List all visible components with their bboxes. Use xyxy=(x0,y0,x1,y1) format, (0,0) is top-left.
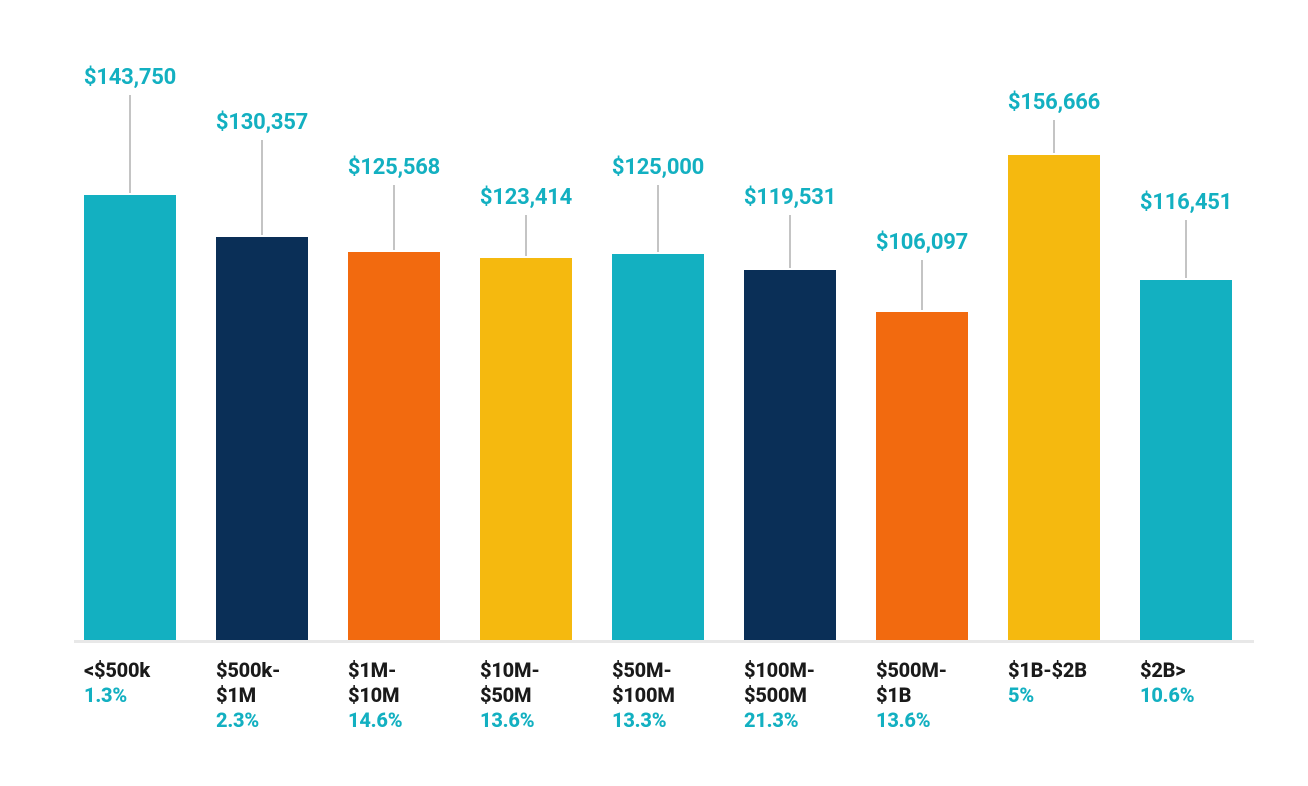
leader-line xyxy=(130,95,131,193)
bar xyxy=(744,270,836,640)
category-label-line1: $100M- xyxy=(744,658,836,683)
bar-group: $143,750 xyxy=(84,40,176,640)
leader-line xyxy=(790,215,791,268)
bar xyxy=(348,252,440,640)
bar-value-label: $106,097 xyxy=(876,230,968,255)
bar-value-label: $125,000 xyxy=(612,155,704,180)
percent-label: 13.6% xyxy=(876,708,968,733)
category-label-line2: $100M xyxy=(612,683,704,708)
leader-line xyxy=(394,185,395,250)
bar-value-label: $119,531 xyxy=(744,185,836,210)
percent-label: 10.6% xyxy=(1140,683,1232,708)
category-label-line1: $2B> xyxy=(1140,658,1232,683)
x-axis-label: $500k-$1M2.3% xyxy=(216,658,308,733)
leader-line xyxy=(658,185,659,252)
bar-value-label: $116,451 xyxy=(1140,190,1232,215)
category-label-line2: $1M xyxy=(216,683,308,708)
bar-group: $123,414 xyxy=(480,40,572,640)
percent-label: 13.3% xyxy=(612,708,704,733)
category-label-line1: <$500k xyxy=(84,658,176,683)
bar xyxy=(216,237,308,640)
x-axis-labels: <$500k1.3%$500k-$1M2.3%$1M-$10M14.6%$10M… xyxy=(80,658,1248,733)
category-label-line2: $500M xyxy=(744,683,836,708)
bar-value-label: $156,666 xyxy=(1008,90,1100,115)
bar-group: $125,000 xyxy=(612,40,704,640)
x-axis-baseline xyxy=(74,640,1254,643)
percent-label: 21.3% xyxy=(744,708,836,733)
bar-value-label: $125,568 xyxy=(348,155,440,180)
bar-value-label: $143,750 xyxy=(84,65,176,90)
category-label-line2: $50M xyxy=(480,683,572,708)
x-axis-label: $10M-$50M13.6% xyxy=(480,658,572,733)
x-axis-label: <$500k1.3% xyxy=(84,658,176,733)
leader-line xyxy=(526,215,527,256)
leader-line xyxy=(1186,220,1187,278)
bar xyxy=(84,195,176,640)
leader-line xyxy=(1054,120,1055,153)
percent-label: 2.3% xyxy=(216,708,308,733)
category-label-line1: $1B-$2B xyxy=(1008,658,1100,683)
percent-label: 1.3% xyxy=(84,683,176,708)
bar-group: $130,357 xyxy=(216,40,308,640)
bar-value-label: $123,414 xyxy=(480,185,572,210)
x-axis-label: $2B>10.6% xyxy=(1140,658,1232,733)
bar-group: $156,666 xyxy=(1008,40,1100,640)
bar xyxy=(876,312,968,640)
x-axis-label: $50M-$100M13.3% xyxy=(612,658,704,733)
bar xyxy=(1008,155,1100,640)
x-axis-label: $1B-$2B5% xyxy=(1008,658,1100,733)
x-axis-label: $500M-$1B13.6% xyxy=(876,658,968,733)
bar-group: $106,097 xyxy=(876,40,968,640)
bar xyxy=(480,258,572,640)
category-label-line2: $1B xyxy=(876,683,968,708)
bar xyxy=(1140,280,1232,640)
bar-value-label: $130,357 xyxy=(216,110,308,135)
category-label-line1: $10M- xyxy=(480,658,572,683)
category-label-line1: $500k- xyxy=(216,658,308,683)
percent-label: 5% xyxy=(1008,683,1100,708)
leader-line xyxy=(922,260,923,310)
percent-label: 13.6% xyxy=(480,708,572,733)
leader-line xyxy=(262,140,263,235)
bar xyxy=(612,254,704,640)
x-axis-label: $100M-$500M21.3% xyxy=(744,658,836,733)
plot-area: $143,750 $130,357 $125,568 $123,414 $125,000… xyxy=(80,40,1248,640)
category-label-line1: $500M- xyxy=(876,658,968,683)
bar-group: $116,451 xyxy=(1140,40,1232,640)
x-axis-label: $1M-$10M14.6% xyxy=(348,658,440,733)
category-label-line1: $1M- xyxy=(348,658,440,683)
bar-chart: $143,750 $130,357 $125,568 $123,414 $125,000… xyxy=(80,40,1248,756)
percent-label: 14.6% xyxy=(348,708,440,733)
category-label-line1: $50M- xyxy=(612,658,704,683)
bar-group: $125,568 xyxy=(348,40,440,640)
bar-group: $119,531 xyxy=(744,40,836,640)
category-label-line2: $10M xyxy=(348,683,440,708)
